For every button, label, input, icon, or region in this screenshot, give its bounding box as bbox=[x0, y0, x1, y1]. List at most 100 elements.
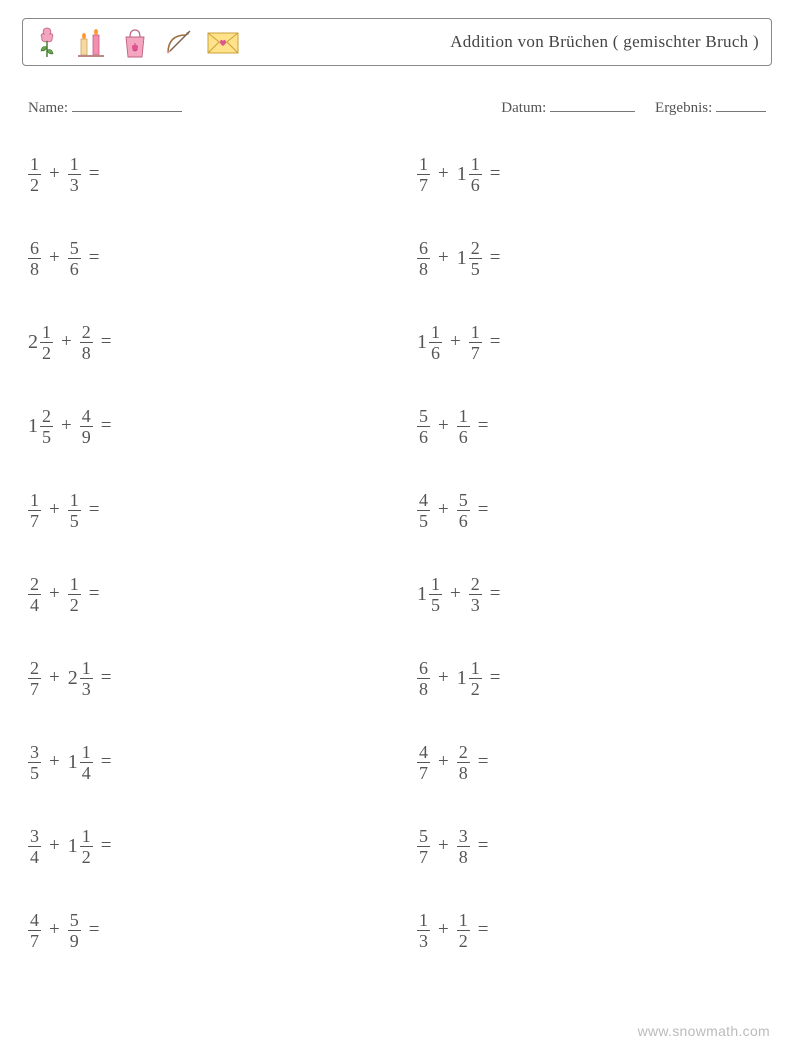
numerator: 6 bbox=[28, 239, 41, 258]
numerator: 5 bbox=[417, 407, 430, 426]
fraction: 12 bbox=[68, 575, 81, 614]
equals-sign: = bbox=[478, 499, 489, 521]
fraction: 14 bbox=[80, 743, 93, 782]
numerator: 4 bbox=[417, 743, 430, 762]
numerator: 5 bbox=[457, 491, 470, 510]
denominator: 9 bbox=[68, 930, 81, 950]
plus-operator: + bbox=[49, 247, 60, 269]
info-row: Name: Datum: Ergebnis: bbox=[28, 98, 766, 117]
fraction: 68 bbox=[417, 659, 430, 698]
numerator: 2 bbox=[469, 575, 482, 594]
plus-operator: + bbox=[49, 163, 60, 185]
fraction: 16 bbox=[469, 155, 482, 194]
numerator: 1 bbox=[469, 323, 482, 342]
fraction: 25 bbox=[469, 239, 482, 278]
whole-part: 1 bbox=[457, 668, 467, 688]
plus-operator: + bbox=[49, 583, 60, 605]
numerator: 1 bbox=[457, 911, 470, 930]
equals-sign: = bbox=[490, 247, 501, 269]
watermark: www.snowmath.com bbox=[638, 1023, 770, 1039]
whole-part: 1 bbox=[417, 332, 427, 352]
result-blank[interactable] bbox=[716, 98, 766, 112]
fraction: 47 bbox=[417, 743, 430, 782]
problem: 12+13= bbox=[28, 151, 377, 197]
fraction: 25 bbox=[40, 407, 53, 446]
problem: 125+49= bbox=[28, 403, 377, 449]
whole-part: 1 bbox=[417, 584, 427, 604]
denominator: 7 bbox=[417, 174, 430, 194]
worksheet-title: Addition von Brüchen ( gemischter Bruch … bbox=[450, 32, 759, 52]
numerator: 5 bbox=[68, 239, 81, 258]
header-box: Addition von Brüchen ( gemischter Bruch … bbox=[22, 18, 772, 66]
plus-operator: + bbox=[61, 331, 72, 353]
problem: 24 +12 = bbox=[28, 571, 377, 617]
fraction: 45 bbox=[417, 491, 430, 530]
plus-operator: + bbox=[450, 583, 461, 605]
date-blank[interactable] bbox=[550, 98, 635, 112]
denominator: 5 bbox=[40, 426, 53, 446]
fraction: 24 bbox=[28, 575, 41, 614]
equals-sign: = bbox=[89, 163, 100, 185]
equals-sign: = bbox=[89, 583, 100, 605]
numerator: 1 bbox=[68, 491, 81, 510]
numerator: 1 bbox=[28, 155, 41, 174]
plus-operator: + bbox=[438, 667, 449, 689]
denominator: 6 bbox=[417, 426, 430, 446]
equals-sign: = bbox=[101, 751, 112, 773]
fraction: 23 bbox=[469, 575, 482, 614]
denominator: 5 bbox=[28, 762, 41, 782]
equals-sign: = bbox=[490, 163, 501, 185]
denominator: 5 bbox=[417, 510, 430, 530]
numerator: 1 bbox=[68, 155, 81, 174]
fraction: 59 bbox=[68, 911, 81, 950]
denominator: 5 bbox=[469, 258, 482, 278]
numerator: 1 bbox=[429, 575, 442, 594]
plus-operator: + bbox=[438, 751, 449, 773]
whole-part: 2 bbox=[68, 668, 78, 688]
numerator: 1 bbox=[80, 659, 93, 678]
denominator: 2 bbox=[40, 342, 53, 362]
fraction: 12 bbox=[457, 911, 470, 950]
plus-operator: + bbox=[61, 415, 72, 437]
numerator: 1 bbox=[429, 323, 442, 342]
fraction: 35 bbox=[28, 743, 41, 782]
whole-part: 1 bbox=[68, 836, 78, 856]
equals-sign: = bbox=[490, 331, 501, 353]
denominator: 3 bbox=[80, 678, 93, 698]
plus-operator: + bbox=[49, 919, 60, 941]
fraction: 15 bbox=[68, 491, 81, 530]
equals-sign: = bbox=[490, 667, 501, 689]
equals-sign: = bbox=[101, 331, 112, 353]
denominator: 9 bbox=[80, 426, 93, 446]
denominator: 2 bbox=[469, 678, 482, 698]
numerator: 1 bbox=[457, 407, 470, 426]
fraction: 16 bbox=[429, 323, 442, 362]
problem: 57+38= bbox=[417, 823, 766, 869]
denominator: 8 bbox=[417, 258, 430, 278]
equals-sign: = bbox=[101, 415, 112, 437]
plus-operator: + bbox=[49, 835, 60, 857]
numerator: 3 bbox=[28, 827, 41, 846]
numerator: 2 bbox=[28, 659, 41, 678]
denominator: 7 bbox=[28, 930, 41, 950]
name-blank[interactable] bbox=[72, 98, 182, 112]
numerator: 4 bbox=[417, 491, 430, 510]
fraction: 12 bbox=[40, 323, 53, 362]
problem: 34+112= bbox=[28, 823, 377, 869]
numerator: 2 bbox=[40, 407, 53, 426]
fraction: 17 bbox=[417, 155, 430, 194]
equals-sign: = bbox=[89, 919, 100, 941]
equals-sign: = bbox=[490, 583, 501, 605]
fraction: 56 bbox=[457, 491, 470, 530]
fraction: 17 bbox=[469, 323, 482, 362]
denominator: 7 bbox=[28, 510, 41, 530]
numerator: 6 bbox=[417, 239, 430, 258]
denominator: 7 bbox=[469, 342, 482, 362]
equals-sign: = bbox=[89, 499, 100, 521]
fraction: 15 bbox=[429, 575, 442, 614]
problem: 17+116= bbox=[417, 151, 766, 197]
fraction: 13 bbox=[68, 155, 81, 194]
numerator: 1 bbox=[469, 155, 482, 174]
denominator: 7 bbox=[417, 846, 430, 866]
denominator: 2 bbox=[68, 594, 81, 614]
